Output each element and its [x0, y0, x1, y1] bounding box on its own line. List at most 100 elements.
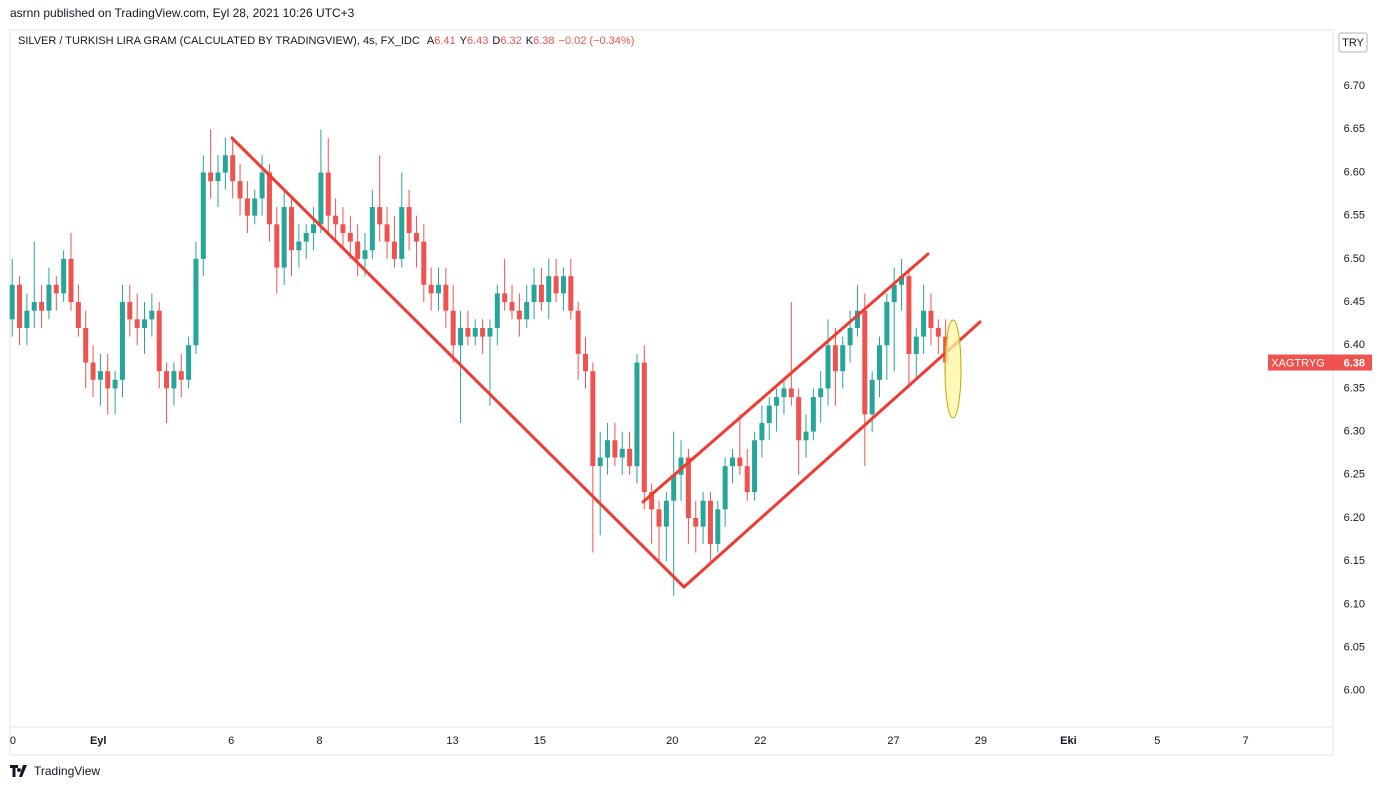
candle-body: [171, 371, 177, 389]
y-tick-label: 6.30: [1344, 426, 1365, 438]
y-tick-label: 6.40: [1344, 339, 1365, 351]
symbol-legend: SILVER / TURKISH LIRA GRAM (CALCULATED B…: [18, 35, 634, 47]
candle-body: [781, 388, 787, 398]
y-tick-label: 6.50: [1344, 253, 1365, 265]
candle-body: [61, 258, 67, 294]
candle-body: [259, 172, 265, 199]
candle-body: [825, 345, 831, 389]
candle-body: [494, 293, 500, 328]
candle-body: [796, 397, 802, 441]
candle-body: [39, 302, 45, 311]
candle-body: [810, 397, 816, 432]
candle-body: [325, 172, 331, 216]
candle-body: [24, 310, 30, 328]
candle-body: [443, 284, 449, 311]
candle-body: [119, 302, 125, 380]
candle-body: [590, 371, 596, 467]
candle-body: [766, 405, 772, 423]
y-tick-label: 6.25: [1344, 469, 1365, 481]
candle-body: [142, 319, 148, 328]
candle-body: [53, 284, 59, 294]
x-tick-label: 22: [754, 735, 766, 747]
candle-body: [546, 276, 552, 303]
candle-body: [869, 379, 875, 415]
trend-line: [641, 252, 930, 504]
candle-body: [296, 241, 302, 251]
candle-body: [832, 345, 838, 372]
candle-body: [237, 181, 243, 199]
candle-body: [127, 302, 133, 320]
currency-button[interactable]: [1338, 32, 1368, 53]
candle-body: [847, 327, 853, 346]
candle-body: [156, 310, 162, 372]
candle-body: [31, 302, 37, 311]
candle-body: [899, 276, 905, 285]
candle-body: [641, 362, 647, 493]
brand: TradingView: [34, 764, 101, 778]
ohlc-key: A: [426, 35, 435, 47]
x-tick-label: Eyl: [90, 735, 107, 747]
candle-body: [303, 232, 309, 242]
candle-body: [436, 284, 442, 294]
candle-body: [413, 232, 419, 242]
x-tick-label: 8: [316, 735, 322, 747]
candle-body: [656, 509, 662, 527]
candle-body: [230, 155, 236, 182]
candle-body: [105, 371, 111, 389]
candle-body: [340, 224, 346, 233]
candle-body: [208, 172, 214, 182]
y-tick-label: 6.15: [1344, 555, 1365, 567]
candle-body: [399, 207, 405, 259]
candle-body: [215, 172, 221, 182]
candle-body: [75, 302, 81, 328]
candle-body: [90, 362, 96, 380]
y-tick-label: 6.70: [1344, 80, 1365, 92]
candle-body: [200, 172, 206, 259]
candle-body: [384, 224, 390, 242]
currency-label[interactable]: TRY: [1342, 37, 1364, 49]
candle-body: [458, 327, 464, 346]
candle-body: [524, 302, 530, 320]
candle-body: [428, 284, 434, 294]
candle-body: [480, 327, 486, 337]
y-tick-label: 6.55: [1344, 210, 1365, 222]
drawings: [230, 136, 982, 589]
x-tick-label: 7: [1242, 735, 1248, 747]
candle-body: [913, 336, 919, 354]
candle-body: [928, 310, 934, 328]
candle-body: [68, 258, 74, 303]
candle-body: [178, 371, 184, 380]
candle-body: [509, 302, 515, 311]
x-tick-label: 5: [1154, 735, 1160, 747]
candle-body: [333, 215, 339, 225]
candle-body: [612, 440, 618, 458]
symbol-title: SILVER / TURKISH LIRA GRAM (CALCULATED B…: [18, 35, 420, 47]
candle-body: [502, 293, 508, 303]
candle-body: [406, 207, 412, 233]
y-tick-label: 6.45: [1344, 296, 1365, 308]
candle-body: [17, 284, 23, 328]
candle-body: [685, 457, 691, 518]
candle-body: [553, 276, 559, 294]
candle-body: [605, 440, 611, 458]
price-tag-symbol: XAGTRYG: [1271, 357, 1325, 369]
candle-body: [568, 276, 574, 311]
candle-body: [663, 500, 669, 527]
candle-body: [854, 310, 860, 328]
candle-body: [355, 241, 361, 259]
ohlc-value: 6.38: [533, 35, 555, 47]
y-tick-label: 6.65: [1344, 123, 1365, 135]
candle-body: [862, 310, 868, 415]
candle-body: [840, 345, 846, 372]
candle-body: [560, 276, 566, 294]
publish-info: asrnn published on TradingView.com, Eyl …: [10, 6, 355, 20]
x-tick-label: 15: [534, 735, 546, 747]
candle-body: [730, 457, 736, 467]
candle-body: [347, 232, 353, 242]
candle-body: [193, 258, 199, 346]
candle-body: [744, 466, 750, 493]
ohlc-value: 6.43: [466, 35, 489, 47]
trend-line: [230, 136, 686, 589]
candle-body: [737, 457, 743, 467]
